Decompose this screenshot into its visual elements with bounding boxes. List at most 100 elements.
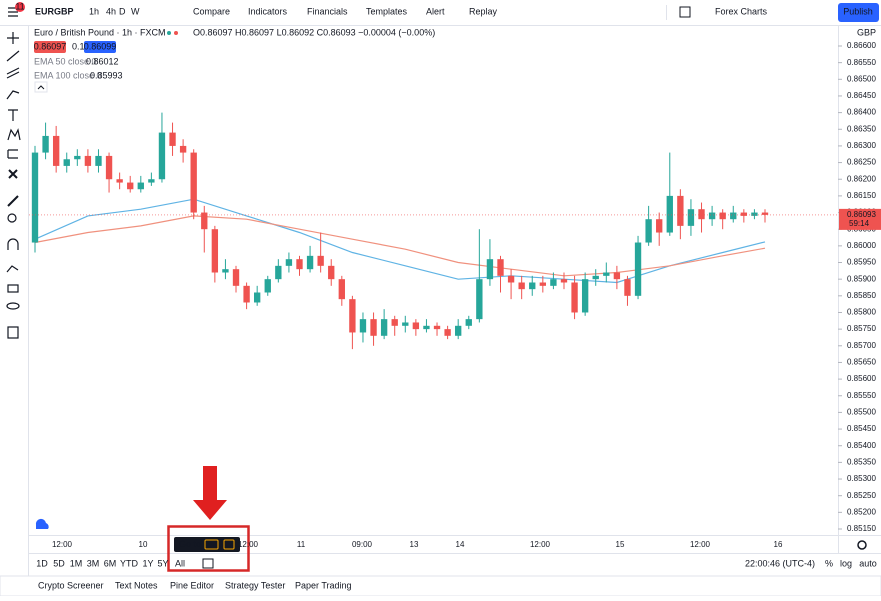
zoom-tool[interactable] [7,213,17,223]
publish-button[interactable] [838,3,879,22]
forecast-tool[interactable] [7,149,18,159]
candle-body [634,242,642,296]
y-tick-label: 0.85900 [847,274,876,283]
candle-body [127,182,134,190]
magnet-tool[interactable] [7,238,19,250]
range-button[interactable]: YTD [120,558,139,568]
ruler-tool[interactable] [7,195,19,207]
x-tick-label: 12:00 [690,540,711,549]
candle-body [444,329,451,336]
buy-badge[interactable] [84,41,116,53]
candle-body [84,155,92,166]
y-tick-label: 0.85300 [847,474,876,483]
candle-body [63,159,70,166]
notification-badge [15,2,25,12]
candle-body [687,209,695,226]
line-tool[interactable] [6,50,20,62]
last-price-tag [839,208,881,230]
candle-body [275,265,282,280]
arrow-annotation [193,466,227,520]
y-tick-label: 0.85250 [847,491,876,500]
range-button[interactable]: 6M [104,558,117,568]
bottom-tab[interactable]: Paper Trading [295,580,352,590]
fib-tool[interactable] [6,67,20,79]
toolbar-button[interactable]: Financials [307,6,348,16]
fullscreen-toggle[interactable] [679,6,691,18]
text-tool[interactable] [8,109,18,121]
candle-body [158,132,166,180]
layout-name[interactable]: Forex Charts [715,6,768,16]
remove-tool[interactable] [8,169,18,179]
y-tick-label: 0.85150 [847,524,876,533]
candle-body [222,269,229,273]
toolbar-button[interactable]: Compare [193,6,230,16]
separator [666,5,667,20]
cross-tool[interactable] [7,32,19,44]
interval[interactable]: W [131,6,140,16]
range-button[interactable]: 3M [87,558,100,568]
candle-body [740,212,748,216]
y-tick-label: 0.86450 [847,91,876,100]
drawing-tools [6,7,21,339]
y-tick-label: 0.85450 [847,424,876,433]
bottom-tab[interactable]: Crypto Screener [38,580,104,590]
candle-body [455,325,462,336]
stay-drawing[interactable] [6,265,19,273]
bottom-tab[interactable]: Strategy Tester [225,580,285,590]
scale-toggle[interactable]: auto [859,558,877,568]
sell-badge[interactable] [34,41,66,53]
lock-tool[interactable] [7,284,19,293]
candle-body [380,319,388,336]
toolbar-button[interactable]: Replay [469,6,498,16]
candle-body [52,135,60,166]
scale-toggle[interactable]: log [840,558,852,568]
pattern-tool[interactable] [7,128,21,141]
ema50-label: EMA 50 close 0 [34,56,97,66]
trash-tool[interactable] [7,326,19,339]
y-tick-label: 0.86350 [847,124,876,133]
toolbar-button[interactable]: Alert [426,6,445,16]
y-tick-label: 0.85500 [847,408,876,417]
interval[interactable]: D [119,6,126,16]
range-button[interactable]: 5Y [157,558,168,568]
range-button[interactable]: 1D [36,558,48,568]
countdown: 59:14 [849,219,870,228]
range-button[interactable]: 1M [70,558,83,568]
range-button[interactable]: All [175,558,185,568]
goto-date-button[interactable] [202,558,214,569]
candle-body [560,279,568,283]
hide-tool[interactable] [6,302,20,310]
range-button[interactable]: 5D [53,558,65,568]
y-tick-label: 0.86250 [847,158,876,167]
buy-price[interactable]: 0.86099 [84,41,117,51]
toolbar-button[interactable]: Indicators [248,6,288,16]
currency: GBP [857,27,876,37]
candle-body [412,322,420,330]
publish-label[interactable]: Publish [843,6,873,16]
x-tick-label: 11 [297,540,306,549]
x-tick-label: 12:00 [52,540,73,549]
brush-tool[interactable] [6,90,20,100]
key-hint [223,539,235,550]
ema-line [34,198,766,284]
candle-body [507,275,515,283]
settings-icon[interactable] [857,540,867,550]
key-hint [204,539,219,550]
collapse-legend[interactable] [34,81,48,93]
candle-body [666,195,673,233]
scale-toggle[interactable]: % [825,558,833,568]
range-button[interactable]: 1Y [142,558,153,568]
x-tick-label: 14 [456,540,465,549]
ema100-value: 0.85993 [90,70,123,80]
bottom-tab[interactable]: Text Notes [115,580,158,590]
interval[interactable]: 1h [89,6,99,16]
toolbar-button[interactable]: Templates [366,6,408,16]
interval[interactable]: 4h [106,6,116,16]
y-tick-label: 0.85950 [847,258,876,267]
ema50-value: 0.86012 [86,56,119,66]
sell-price[interactable]: 0.86097 [34,41,67,51]
candle-body [719,212,726,220]
bottom-tab[interactable]: Pine Editor [170,580,214,590]
symbol[interactable]: EURGBP [35,6,74,16]
